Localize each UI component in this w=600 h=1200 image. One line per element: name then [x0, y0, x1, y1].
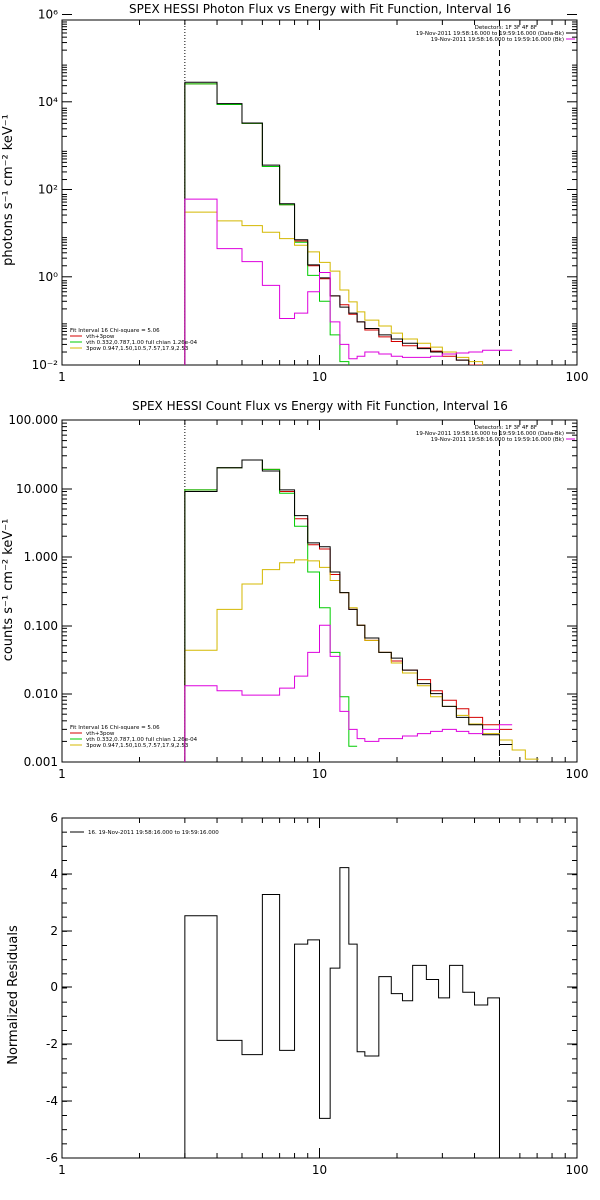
series-line: [184, 211, 484, 365]
legend-label: vth+3pow: [86, 731, 115, 737]
y-tick-label: -6: [46, 1151, 58, 1165]
y-axis-label: counts s⁻¹ cm⁻² keV⁻¹: [1, 519, 16, 662]
legend-label: Fit Interval 16 Chi-square = 5.06: [70, 328, 160, 334]
x-tick-label: 10: [312, 370, 327, 384]
x-tick-label: 1: [58, 1163, 66, 1177]
legend-label: Fit Interval 16 Chi-square = 5.06: [70, 725, 160, 731]
legend-label: 16. 19-Nov-2011 19:58:16.000 to 19:59:16…: [88, 830, 219, 836]
x-tick-label: 1: [58, 370, 66, 384]
legend-label: 3pow 0.947,1.50,10.5,7.57,17.9,2.53: [86, 743, 189, 749]
y-tick-label: 0.100: [24, 619, 58, 633]
plot-area: 1 10 100 0.001 0.010 0.100 1.000 10.000 100.000 D…: [8, 413, 589, 781]
y-tick-label: 10⁻²: [32, 358, 59, 372]
y-tick-label: 1.000: [24, 550, 58, 564]
series-line: [184, 198, 513, 365]
y-tick-label: 10⁰: [38, 270, 58, 284]
series-line: [184, 867, 500, 1158]
series-line: [184, 459, 358, 762]
legend-label: 3pow 0.947,1.50,10.5,7.57,17.9,2.53: [86, 346, 189, 352]
series-line: [184, 459, 513, 762]
legend-label: vth 0.332,0.787,1.00 full chian 1.26e-04: [86, 340, 198, 346]
y-tick-label: 10⁴: [38, 95, 58, 109]
y-tick-label: 0.001: [24, 755, 58, 769]
y-tick-label: 10⁶: [38, 8, 58, 22]
residuals-panel: Normalized Residuals 1 10 100 -6 -4 -2 0 2 4 6 16.…: [6, 811, 588, 1177]
plot-area: 1 10 100 10⁻² 10⁰ 10² 10⁴ 10⁶ Detectors: 1F 3F 4…: [32, 8, 589, 385]
legend-label: Detectors: 1F 3F 4F 8F: [475, 25, 537, 31]
y-tick-label: -2: [46, 1037, 58, 1051]
plot-area: 1 10 100 -6 -4 -2 0 2 4 6 16. 19-Nov-2011 19:58:16…: [46, 811, 588, 1177]
legend-label: Detectors: 1F 3F 4F 8F: [475, 425, 537, 431]
x-tick-label: 1: [58, 767, 66, 781]
legend-label: 19-Nov-2011 19:58:16.000 to 19:59:16.000…: [416, 31, 564, 37]
y-tick-label: 10²: [38, 183, 58, 197]
y-tick-label: 0: [50, 980, 58, 994]
x-tick-label: 100: [566, 1163, 589, 1177]
count-flux-panel: SPEX HESSI Count Flux vs Energy with Fit…: [1, 399, 589, 781]
legend-label: 19-Nov-2011 19:58:16.000 to 19:59:16.000…: [431, 37, 564, 43]
series-line: [184, 559, 539, 762]
panel-title: SPEX HESSI Count Flux vs Energy with Fit…: [132, 399, 508, 413]
panel-title: SPEX HESSI Photon Flux vs Energy with Fi…: [129, 2, 511, 16]
y-axis-label: Normalized Residuals: [6, 925, 21, 1065]
x-tick-label: 100: [566, 767, 589, 781]
x-tick-label: 10: [312, 767, 327, 781]
y-tick-label: 2: [50, 924, 58, 938]
legend-label: 19-Nov-2011 19:58:16.000 to 19:59:16.000…: [416, 431, 564, 437]
y-tick-label: -4: [46, 1094, 58, 1108]
y-tick-label: 4: [50, 867, 58, 881]
y-tick-label: 0.010: [24, 687, 58, 701]
series-line: [184, 459, 513, 762]
x-tick-label: 10: [312, 1163, 327, 1177]
legend-label: 19-Nov-2011 19:58:16.000 to 19:59:16.000…: [431, 437, 564, 443]
series-line: [184, 624, 513, 762]
series-line: [184, 83, 350, 365]
y-tick-label: 10.000: [16, 482, 58, 496]
y-tick-label: 100.000: [8, 413, 58, 427]
photon-flux-panel: SPEX HESSI Photon Flux vs Energy with Fi…: [1, 2, 589, 385]
legend-label: vth+3pow: [86, 334, 115, 340]
y-axis-label: photons s⁻¹ cm⁻² keV⁻¹: [1, 114, 16, 266]
x-tick-label: 100: [566, 370, 589, 384]
legend-label: vth 0.332,0.787,1.00 full chian 1.26e-04: [86, 737, 198, 743]
y-tick-label: 6: [50, 811, 58, 825]
